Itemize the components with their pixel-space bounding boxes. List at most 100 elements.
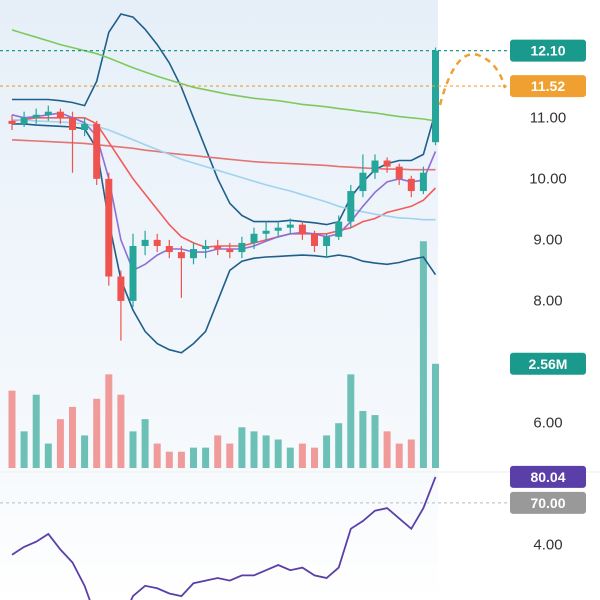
volume-bar (69, 406, 76, 468)
candle-body (311, 233, 318, 246)
candle-body (32, 114, 40, 118)
candle-body (298, 224, 306, 234)
candle-body (238, 242, 246, 253)
value-badge-label: 11.52 (531, 78, 565, 94)
volume-bar (226, 443, 234, 468)
rsi-line (11, 476, 437, 600)
candle-body (323, 236, 331, 246)
value-badge (510, 352, 586, 375)
volume-layer (8, 241, 439, 468)
volume-bar (335, 423, 343, 468)
volume-bar (298, 443, 306, 468)
volume-bar (383, 431, 391, 468)
candle-body (117, 276, 125, 301)
candle-body (153, 239, 161, 246)
volume-bar (407, 439, 415, 468)
volume-bar (238, 427, 246, 468)
candle-body (190, 249, 197, 259)
candle-body (165, 245, 173, 253)
volume-bar (419, 241, 427, 468)
volume-bar (141, 419, 149, 468)
volume-bar (262, 435, 270, 468)
volume-bar (8, 390, 16, 468)
value-badge-label: 80.04 (530, 469, 565, 485)
volume-bar (359, 411, 367, 468)
candle-body (129, 245, 137, 301)
value-badge-label: 2.56M (529, 356, 568, 372)
volume-bar (190, 447, 197, 468)
candle-body (214, 245, 222, 250)
value-badge-label: 70.00 (530, 495, 565, 511)
volume-bar (165, 451, 173, 468)
volume-bar (93, 398, 101, 468)
y-tick-label: 6.00 (533, 414, 562, 431)
candle-body (177, 252, 185, 259)
projection-arc (438, 52, 507, 106)
volume-bar (129, 431, 137, 468)
candle-layer (8, 47, 439, 341)
candle-body (407, 178, 415, 192)
volume-bar (395, 443, 403, 468)
volume-bar (371, 415, 379, 468)
candle-body (141, 239, 149, 246)
highlight-panel (0, 0, 438, 600)
volume-bar (153, 443, 161, 468)
value-badge (510, 75, 586, 98)
volume-bar (56, 419, 64, 468)
volume-bar (117, 394, 125, 468)
candle-body (395, 166, 403, 179)
value-badge (510, 39, 586, 62)
candle-body (105, 178, 113, 277)
candle-body (226, 249, 234, 253)
volume-bar (286, 447, 294, 468)
candle-body (56, 111, 64, 118)
volume-bar (214, 435, 222, 468)
candle-body (371, 160, 379, 173)
indicator-line (11, 117, 437, 249)
candle-body (359, 172, 367, 192)
volume-bar (323, 435, 331, 468)
candle-body (69, 117, 76, 131)
candle-body (419, 172, 427, 192)
value-badge (510, 465, 586, 488)
y-tick-label: 8.00 (533, 292, 562, 309)
volume-bar (177, 451, 185, 468)
indicator-line (11, 112, 437, 272)
y-tick-label: 10.00 (529, 170, 567, 187)
candle-body (202, 245, 210, 250)
candle-body (262, 230, 270, 234)
volume-bar (250, 431, 258, 468)
indicator-line (11, 118, 436, 221)
candle-body (274, 227, 282, 231)
candle-body (8, 120, 16, 124)
candle-body (347, 191, 355, 222)
volume-bar (20, 431, 28, 468)
candle-body (286, 224, 294, 228)
volume-bar (347, 374, 355, 468)
indicator-line (11, 29, 436, 122)
volume-bar (432, 363, 439, 468)
candle-body (81, 123, 89, 131)
candle-body (335, 221, 343, 237)
y-tick-label: 11.00 (530, 109, 566, 126)
volume-bar (311, 447, 318, 468)
y-tick-label: 9.00 (533, 231, 562, 248)
value-badge (510, 491, 586, 514)
volume-bar (44, 443, 52, 468)
value-badge-label: 12.10 (530, 43, 565, 59)
volume-bar (32, 394, 40, 468)
candle-body (93, 123, 101, 179)
volume-bar (81, 435, 89, 468)
axis-layer: 4.00 6.00 8.00 9.00 10.00 11.00 12.10 11.52 2.56… (0, 39, 586, 554)
indicator-line (11, 139, 436, 171)
volume-bar (202, 447, 210, 468)
volume-bar (105, 374, 113, 468)
volume-bar (274, 439, 282, 468)
candle-body (44, 111, 52, 115)
candle-body (383, 160, 391, 167)
candle-body (20, 117, 28, 124)
y-tick-label: 4.00 (533, 537, 562, 554)
candle-body (432, 50, 439, 143)
